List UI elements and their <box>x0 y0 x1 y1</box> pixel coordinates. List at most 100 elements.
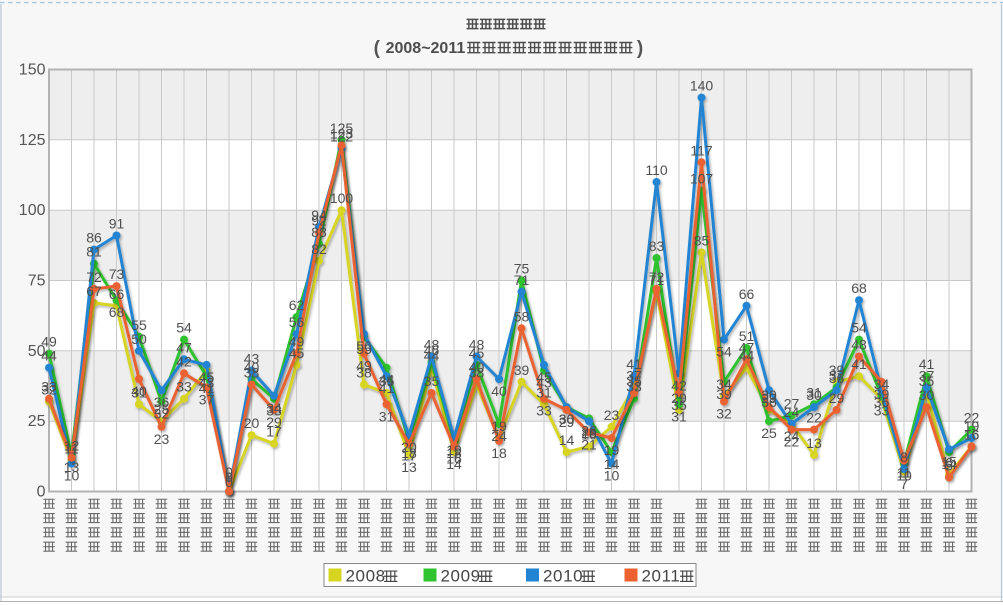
svg-text:55: 55 <box>356 341 372 357</box>
svg-text:33: 33 <box>41 379 57 395</box>
svg-text:18: 18 <box>401 445 417 461</box>
svg-text:31: 31 <box>806 384 822 400</box>
svg-text:35: 35 <box>919 373 935 389</box>
svg-text:0: 0 <box>37 484 46 501</box>
svg-text:45: 45 <box>536 369 552 385</box>
svg-text:140: 140 <box>690 78 714 94</box>
svg-text:66: 66 <box>739 286 755 302</box>
svg-text:39: 39 <box>829 362 845 378</box>
svg-text:29: 29 <box>559 414 575 430</box>
svg-text:100: 100 <box>19 202 46 219</box>
svg-text:15: 15 <box>941 453 957 469</box>
svg-text:16: 16 <box>446 451 462 467</box>
svg-text:33: 33 <box>536 403 552 419</box>
svg-text:30: 30 <box>559 411 575 427</box>
svg-text:50: 50 <box>131 331 147 347</box>
svg-text:21: 21 <box>581 436 597 452</box>
svg-text:32: 32 <box>154 406 170 422</box>
svg-text:37: 37 <box>919 367 935 383</box>
svg-text:44: 44 <box>379 372 395 388</box>
svg-text:47: 47 <box>176 339 192 355</box>
svg-text:24: 24 <box>784 404 800 420</box>
svg-text:42: 42 <box>176 353 192 369</box>
svg-text:45: 45 <box>469 345 485 361</box>
svg-text:49: 49 <box>41 334 57 350</box>
svg-text:22: 22 <box>784 434 800 450</box>
svg-text:40: 40 <box>469 359 485 375</box>
svg-text:40: 40 <box>244 359 260 375</box>
svg-text:20: 20 <box>401 439 417 455</box>
svg-text:72: 72 <box>649 269 665 285</box>
svg-text:92: 92 <box>311 213 327 229</box>
svg-text:5: 5 <box>945 457 953 473</box>
svg-text:56: 56 <box>356 338 372 354</box>
svg-text:12: 12 <box>64 438 80 454</box>
svg-text:48: 48 <box>424 337 440 353</box>
svg-text:73: 73 <box>109 266 125 282</box>
svg-text:33: 33 <box>626 379 642 395</box>
svg-text:88: 88 <box>311 224 327 240</box>
svg-text:82: 82 <box>311 241 327 257</box>
svg-text:43: 43 <box>199 375 215 391</box>
svg-text:8: 8 <box>900 449 908 465</box>
svg-text:43: 43 <box>536 375 552 391</box>
svg-text:41: 41 <box>626 356 642 372</box>
svg-text:40: 40 <box>491 383 507 399</box>
svg-text:110: 110 <box>645 162 668 178</box>
svg-text:2009: 2009 <box>441 567 481 586</box>
svg-text:13: 13 <box>64 459 80 475</box>
svg-text:35: 35 <box>671 397 687 413</box>
svg-text:49: 49 <box>289 334 305 350</box>
svg-text:58: 58 <box>514 308 530 324</box>
svg-text:19: 19 <box>964 418 980 434</box>
svg-text:36: 36 <box>829 370 845 386</box>
svg-text:19: 19 <box>491 418 507 434</box>
svg-text:71: 71 <box>649 272 665 288</box>
svg-text:48: 48 <box>851 337 867 353</box>
svg-text:44: 44 <box>739 348 755 364</box>
svg-text:54: 54 <box>716 344 732 360</box>
svg-text:41: 41 <box>199 380 215 396</box>
svg-text:54: 54 <box>176 320 192 336</box>
svg-text:41: 41 <box>919 356 935 372</box>
svg-text:25: 25 <box>154 401 170 417</box>
svg-text:45: 45 <box>199 369 215 385</box>
svg-text:123: 123 <box>330 126 354 142</box>
svg-text:29: 29 <box>671 390 687 406</box>
svg-text:32: 32 <box>716 406 732 422</box>
svg-text:14: 14 <box>941 456 957 472</box>
svg-text:24: 24 <box>491 428 507 444</box>
svg-text:14: 14 <box>446 456 462 472</box>
svg-text:45: 45 <box>289 345 305 361</box>
svg-text:37: 37 <box>829 367 845 383</box>
svg-text:20: 20 <box>244 415 260 431</box>
svg-text:38: 38 <box>244 365 260 381</box>
svg-text:26: 26 <box>581 422 597 438</box>
svg-text:33: 33 <box>176 379 192 395</box>
svg-text:13: 13 <box>401 459 417 475</box>
svg-text:25: 25 <box>761 425 777 441</box>
svg-text:117: 117 <box>690 142 713 158</box>
svg-text:14: 14 <box>559 432 575 448</box>
svg-text:122: 122 <box>330 128 354 144</box>
svg-text:55: 55 <box>131 317 147 333</box>
svg-text:30: 30 <box>806 387 822 403</box>
svg-text:39: 39 <box>514 362 530 378</box>
svg-text:50: 50 <box>28 343 46 360</box>
svg-text:38: 38 <box>356 365 372 381</box>
svg-text:54: 54 <box>851 320 867 336</box>
svg-text:72: 72 <box>86 269 102 285</box>
svg-text:100: 100 <box>330 190 354 206</box>
svg-text:67: 67 <box>86 283 102 299</box>
svg-text:35: 35 <box>626 373 642 389</box>
svg-text:0: 0 <box>225 474 233 490</box>
svg-text:18: 18 <box>446 445 462 461</box>
svg-text:38: 38 <box>469 365 485 381</box>
svg-text:25: 25 <box>581 425 597 441</box>
svg-text:91: 91 <box>109 216 125 232</box>
svg-text:56: 56 <box>289 314 305 330</box>
svg-text:17: 17 <box>266 424 282 440</box>
svg-text:7: 7 <box>900 476 908 492</box>
svg-text:19: 19 <box>604 442 620 458</box>
svg-text:2010: 2010 <box>543 567 583 586</box>
